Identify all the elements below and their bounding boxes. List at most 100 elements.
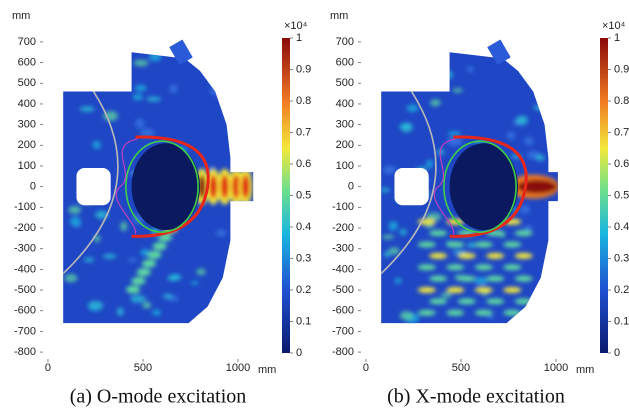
x-tick-label: 500 bbox=[134, 362, 152, 374]
plasma bbox=[449, 143, 518, 231]
stripe bbox=[503, 309, 522, 316]
blob bbox=[506, 131, 515, 140]
y-tick-label: 600 bbox=[18, 56, 36, 68]
colorbar-tick-label: 0 bbox=[296, 347, 302, 359]
stripe bbox=[417, 241, 436, 248]
blob bbox=[535, 154, 545, 161]
colorbar-tick-label: 0.7 bbox=[296, 126, 311, 138]
y-tick-label: -300 bbox=[14, 243, 36, 255]
blob bbox=[68, 205, 82, 214]
y-tick-label: -200 bbox=[14, 222, 36, 234]
blob bbox=[382, 234, 395, 240]
y-tick-label: 100 bbox=[18, 160, 36, 172]
blob bbox=[487, 314, 494, 320]
blob bbox=[100, 82, 111, 88]
stripe bbox=[429, 230, 448, 237]
panel: 7006005004003002001000-100-200-300-400-5… bbox=[12, 10, 311, 408]
stripe bbox=[514, 275, 533, 282]
x-tick-label: 500 bbox=[452, 362, 470, 374]
colorbar-tick-label: 0.2 bbox=[614, 284, 629, 296]
colorbar-tick-label: 0.1 bbox=[296, 315, 311, 327]
beam bbox=[516, 179, 557, 194]
stripe bbox=[446, 287, 465, 294]
y-tick-label: -600 bbox=[14, 305, 36, 317]
blob bbox=[148, 52, 162, 62]
colorbar-tick-label: 0.4 bbox=[296, 221, 311, 233]
field bbox=[381, 52, 558, 324]
y-tick-label: -500 bbox=[14, 284, 36, 296]
blob bbox=[102, 253, 117, 259]
stripe bbox=[503, 264, 522, 271]
blob bbox=[425, 159, 434, 169]
blob bbox=[399, 311, 414, 321]
streak bbox=[131, 276, 146, 285]
gray-line bbox=[63, 91, 119, 275]
y-tick-label: -500 bbox=[332, 284, 354, 296]
colorbar-tick-label: 0.7 bbox=[614, 126, 629, 138]
stripe bbox=[514, 252, 533, 259]
streak bbox=[126, 285, 141, 294]
stripe bbox=[474, 241, 493, 248]
blob bbox=[447, 136, 463, 147]
port-hole bbox=[76, 168, 111, 206]
stripe bbox=[429, 275, 448, 282]
y-tick-label: -300 bbox=[332, 243, 354, 255]
stripe bbox=[446, 264, 465, 271]
blob bbox=[64, 274, 78, 283]
colorbar-label: ×10⁴ bbox=[602, 20, 626, 32]
blob bbox=[388, 220, 398, 231]
blob bbox=[426, 212, 442, 221]
blob bbox=[142, 301, 152, 309]
blob bbox=[383, 165, 397, 174]
stripe bbox=[417, 264, 436, 271]
stripe bbox=[503, 287, 522, 294]
x-tick-label: 1000 bbox=[226, 362, 250, 374]
y-tick-label: 700 bbox=[336, 36, 354, 48]
y-tick-label: 700 bbox=[18, 36, 36, 48]
beam bbox=[209, 174, 218, 199]
stripe bbox=[429, 298, 448, 305]
colorbar-tick-label: 0.8 bbox=[614, 95, 629, 107]
beam bbox=[197, 174, 206, 199]
blob bbox=[474, 276, 488, 286]
blob bbox=[399, 228, 407, 236]
magenta-contour bbox=[115, 138, 138, 235]
port bbox=[487, 39, 511, 66]
green-contour bbox=[125, 140, 199, 233]
y-tick-label: -400 bbox=[332, 263, 354, 275]
blob bbox=[146, 96, 161, 102]
blob bbox=[110, 75, 123, 82]
blob bbox=[107, 62, 114, 69]
blob bbox=[429, 52, 436, 57]
blob bbox=[400, 122, 413, 133]
blob bbox=[196, 268, 206, 276]
plasma bbox=[131, 143, 200, 231]
stripe bbox=[457, 252, 476, 259]
blob bbox=[381, 57, 392, 63]
colorbar-tick-label: 1 bbox=[296, 32, 302, 44]
blob bbox=[452, 88, 463, 93]
blob bbox=[394, 277, 402, 284]
y-tick-label: -400 bbox=[14, 263, 36, 275]
blob bbox=[127, 257, 138, 263]
streak bbox=[136, 268, 151, 277]
y-tick-label: 300 bbox=[336, 119, 354, 131]
blob bbox=[430, 99, 441, 107]
colorbar-tick-label: 0.6 bbox=[614, 158, 629, 170]
y-tick-label: -800 bbox=[14, 346, 36, 358]
stripe bbox=[486, 275, 505, 282]
stripe bbox=[474, 264, 493, 271]
magenta-contour bbox=[433, 138, 456, 235]
blob bbox=[209, 87, 224, 96]
colorbar-tick-label: 0.2 bbox=[296, 284, 311, 296]
blob bbox=[133, 59, 149, 67]
beam bbox=[232, 174, 241, 199]
beam bbox=[241, 174, 250, 199]
y-tick-label: 400 bbox=[336, 98, 354, 110]
blob bbox=[381, 188, 391, 193]
blob bbox=[117, 307, 124, 316]
y-unit: mm bbox=[12, 10, 30, 22]
colorbar bbox=[282, 38, 290, 353]
streak bbox=[142, 259, 157, 268]
y-tick-label: 200 bbox=[336, 139, 354, 151]
